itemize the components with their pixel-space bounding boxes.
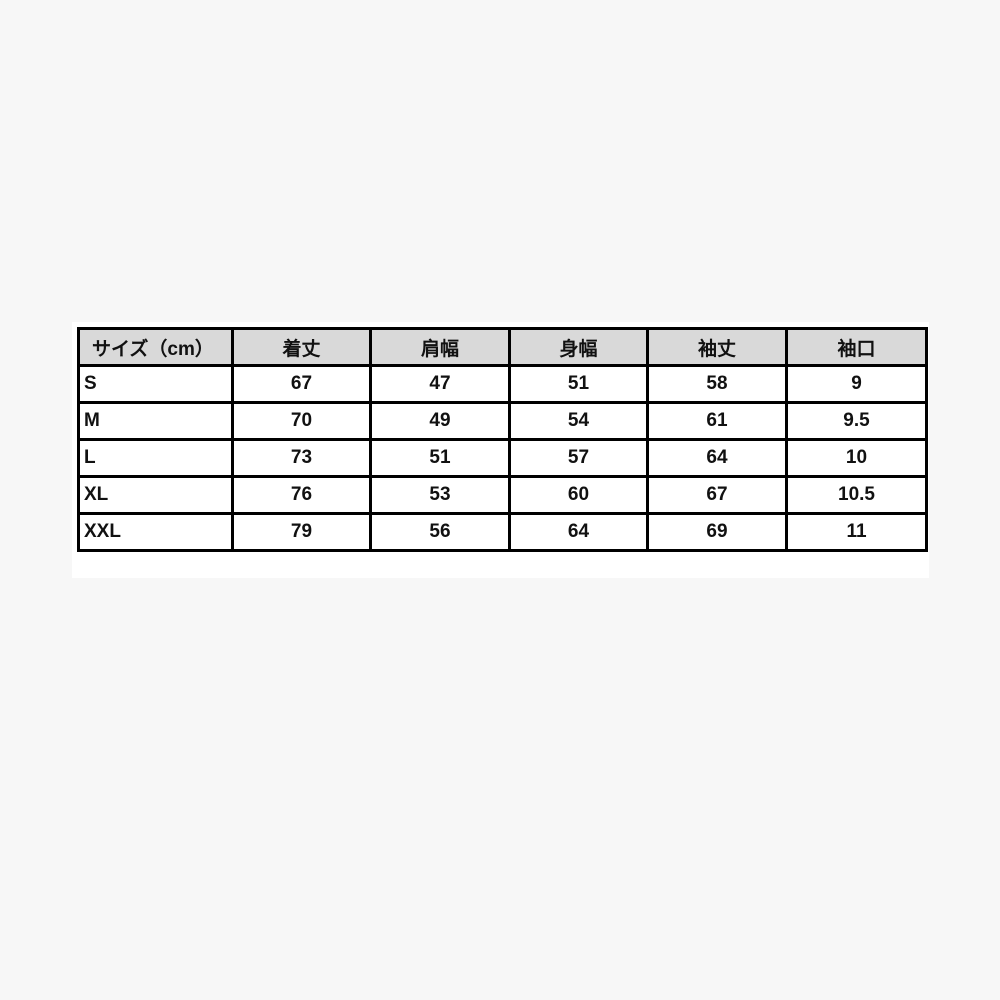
header-sleeve: 袖丈 bbox=[646, 327, 788, 367]
value-cell: 64 bbox=[508, 512, 649, 552]
value-cell: 53 bbox=[369, 475, 511, 515]
size-cell: XL bbox=[77, 475, 234, 515]
size-cell: S bbox=[77, 364, 234, 404]
value-cell: 67 bbox=[646, 475, 788, 515]
header-cuff: 袖口 bbox=[785, 327, 928, 367]
value-cell: 76 bbox=[231, 475, 372, 515]
value-cell: 9 bbox=[785, 364, 928, 404]
value-cell: 10 bbox=[785, 438, 928, 478]
value-cell: 11 bbox=[785, 512, 928, 552]
value-cell: 61 bbox=[646, 401, 788, 441]
value-cell: 51 bbox=[369, 438, 511, 478]
value-cell: 70 bbox=[231, 401, 372, 441]
header-length: 着丈 bbox=[231, 327, 372, 367]
value-cell: 54 bbox=[508, 401, 649, 441]
value-cell: 51 bbox=[508, 364, 649, 404]
table-row: XXL 79 56 64 69 11 bbox=[77, 512, 928, 552]
table-row: L 73 51 57 64 10 bbox=[77, 438, 928, 478]
value-cell: 60 bbox=[508, 475, 649, 515]
value-cell: 10.5 bbox=[785, 475, 928, 515]
value-cell: 57 bbox=[508, 438, 649, 478]
header-row: サイズ（cm） 着丈 肩幅 身幅 袖丈 袖口 bbox=[77, 327, 928, 367]
value-cell: 73 bbox=[231, 438, 372, 478]
value-cell: 9.5 bbox=[785, 401, 928, 441]
size-cell: M bbox=[77, 401, 234, 441]
value-cell: 47 bbox=[369, 364, 511, 404]
value-cell: 56 bbox=[369, 512, 511, 552]
value-cell: 49 bbox=[369, 401, 511, 441]
header-size: サイズ（cm） bbox=[77, 327, 234, 367]
size-cell: L bbox=[77, 438, 234, 478]
value-cell: 79 bbox=[231, 512, 372, 552]
value-cell: 69 bbox=[646, 512, 788, 552]
size-cell: XXL bbox=[77, 512, 234, 552]
table-row: S 67 47 51 58 9 bbox=[77, 364, 928, 404]
header-chest: 身幅 bbox=[508, 327, 649, 367]
value-cell: 67 bbox=[231, 364, 372, 404]
value-cell: 58 bbox=[646, 364, 788, 404]
value-cell: 64 bbox=[646, 438, 788, 478]
table-row: XL 76 53 60 67 10.5 bbox=[77, 475, 928, 515]
size-chart-table: サイズ（cm） 着丈 肩幅 身幅 袖丈 袖口 S 67 47 51 58 9 M 70 49 54… bbox=[77, 327, 928, 552]
header-shoulder: 肩幅 bbox=[369, 327, 511, 367]
table-row: M 70 49 54 61 9.5 bbox=[77, 401, 928, 441]
